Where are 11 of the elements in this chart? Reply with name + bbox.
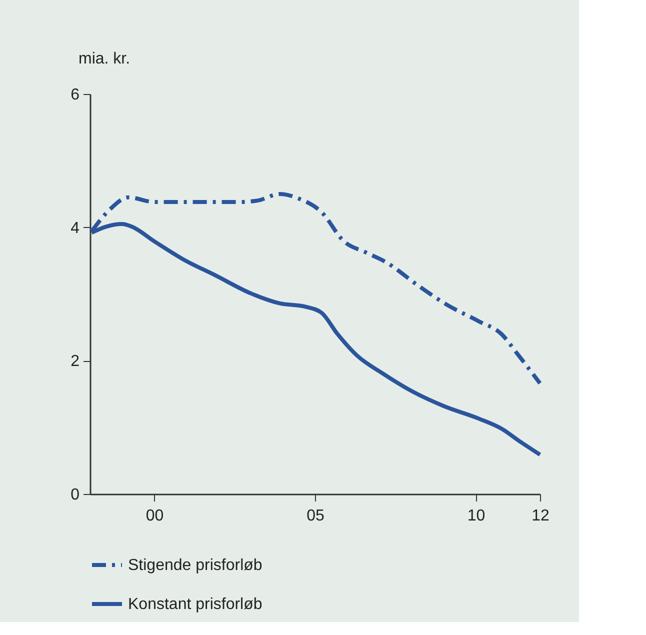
y-tick-label: 2 xyxy=(70,353,80,370)
y-tick-label: 4 xyxy=(70,220,80,237)
y-tick-label: 0 xyxy=(70,486,80,504)
x-tick-label: 10 xyxy=(467,508,486,524)
x-tick-label: 12 xyxy=(532,508,550,524)
legend-label: Konstant prisforløb xyxy=(128,596,262,613)
y-axis-title: mia. kr. xyxy=(78,50,130,68)
y-tick-label: 6 xyxy=(70,86,80,104)
x-tick-label: 00 xyxy=(146,508,164,524)
x-tick-label: 05 xyxy=(306,508,324,524)
legend-label: Stigende prisforløb xyxy=(128,557,262,574)
